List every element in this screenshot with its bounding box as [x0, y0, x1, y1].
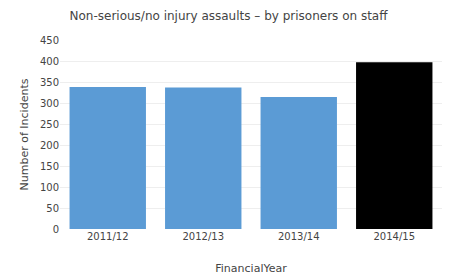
svg-text:200: 200: [40, 140, 59, 151]
svg-text:2013/14: 2013/14: [278, 231, 320, 242]
svg-text:Number of Incidents: Number of Incidents: [18, 78, 31, 190]
svg-text:300: 300: [40, 98, 59, 109]
svg-text:FinancialYear: FinancialYear: [215, 262, 287, 275]
svg-text:50: 50: [46, 203, 59, 214]
svg-text:0: 0: [53, 224, 59, 235]
svg-text:Non-serious/no injury assaults: Non-serious/no injury assaults – by pris…: [70, 9, 389, 23]
svg-text:2014/15: 2014/15: [373, 231, 415, 242]
svg-text:150: 150: [40, 161, 59, 172]
svg-text:250: 250: [40, 119, 59, 130]
svg-text:2011/12: 2011/12: [87, 231, 129, 242]
svg-text:100: 100: [40, 182, 59, 193]
svg-text:350: 350: [40, 77, 59, 88]
svg-text:450: 450: [40, 35, 59, 46]
svg-text:2012/13: 2012/13: [182, 231, 224, 242]
svg-text:400: 400: [40, 56, 59, 67]
